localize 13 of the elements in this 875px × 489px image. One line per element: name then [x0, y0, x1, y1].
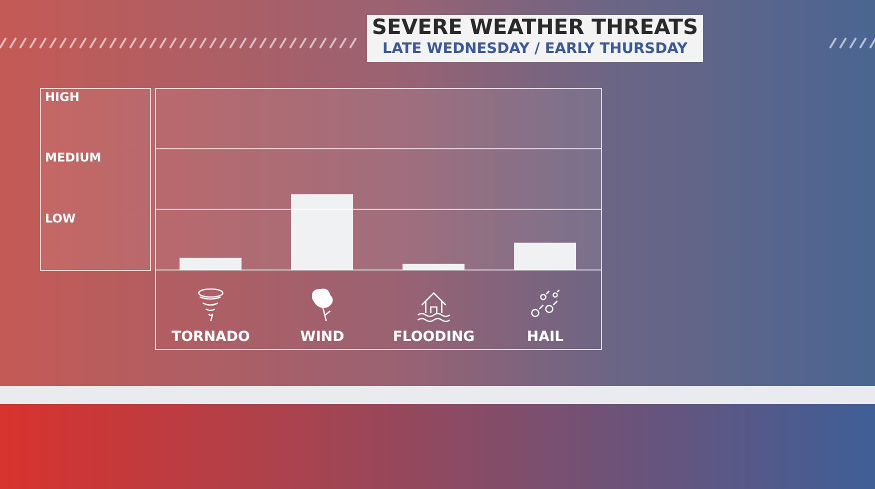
band-label: MEDIUM — [45, 150, 102, 165]
bar — [180, 258, 242, 270]
bar — [291, 194, 354, 270]
band-label: LOW — [45, 211, 76, 226]
x-tick-label: HAIL — [526, 329, 564, 345]
bar — [514, 242, 576, 270]
chart-subtitle: LATE WEDNESDAY / EARLY THURSDAY — [382, 40, 688, 58]
band-label: HIGH — [45, 90, 80, 104]
bar — [402, 264, 465, 270]
chart-title: SEVERE WEATHER THREATS — [370, 15, 700, 40]
x-tick-label: WIND — [300, 329, 344, 345]
x-tick-label: FLOODING — [392, 329, 475, 345]
x-tick-label: TORNADO — [172, 329, 250, 345]
